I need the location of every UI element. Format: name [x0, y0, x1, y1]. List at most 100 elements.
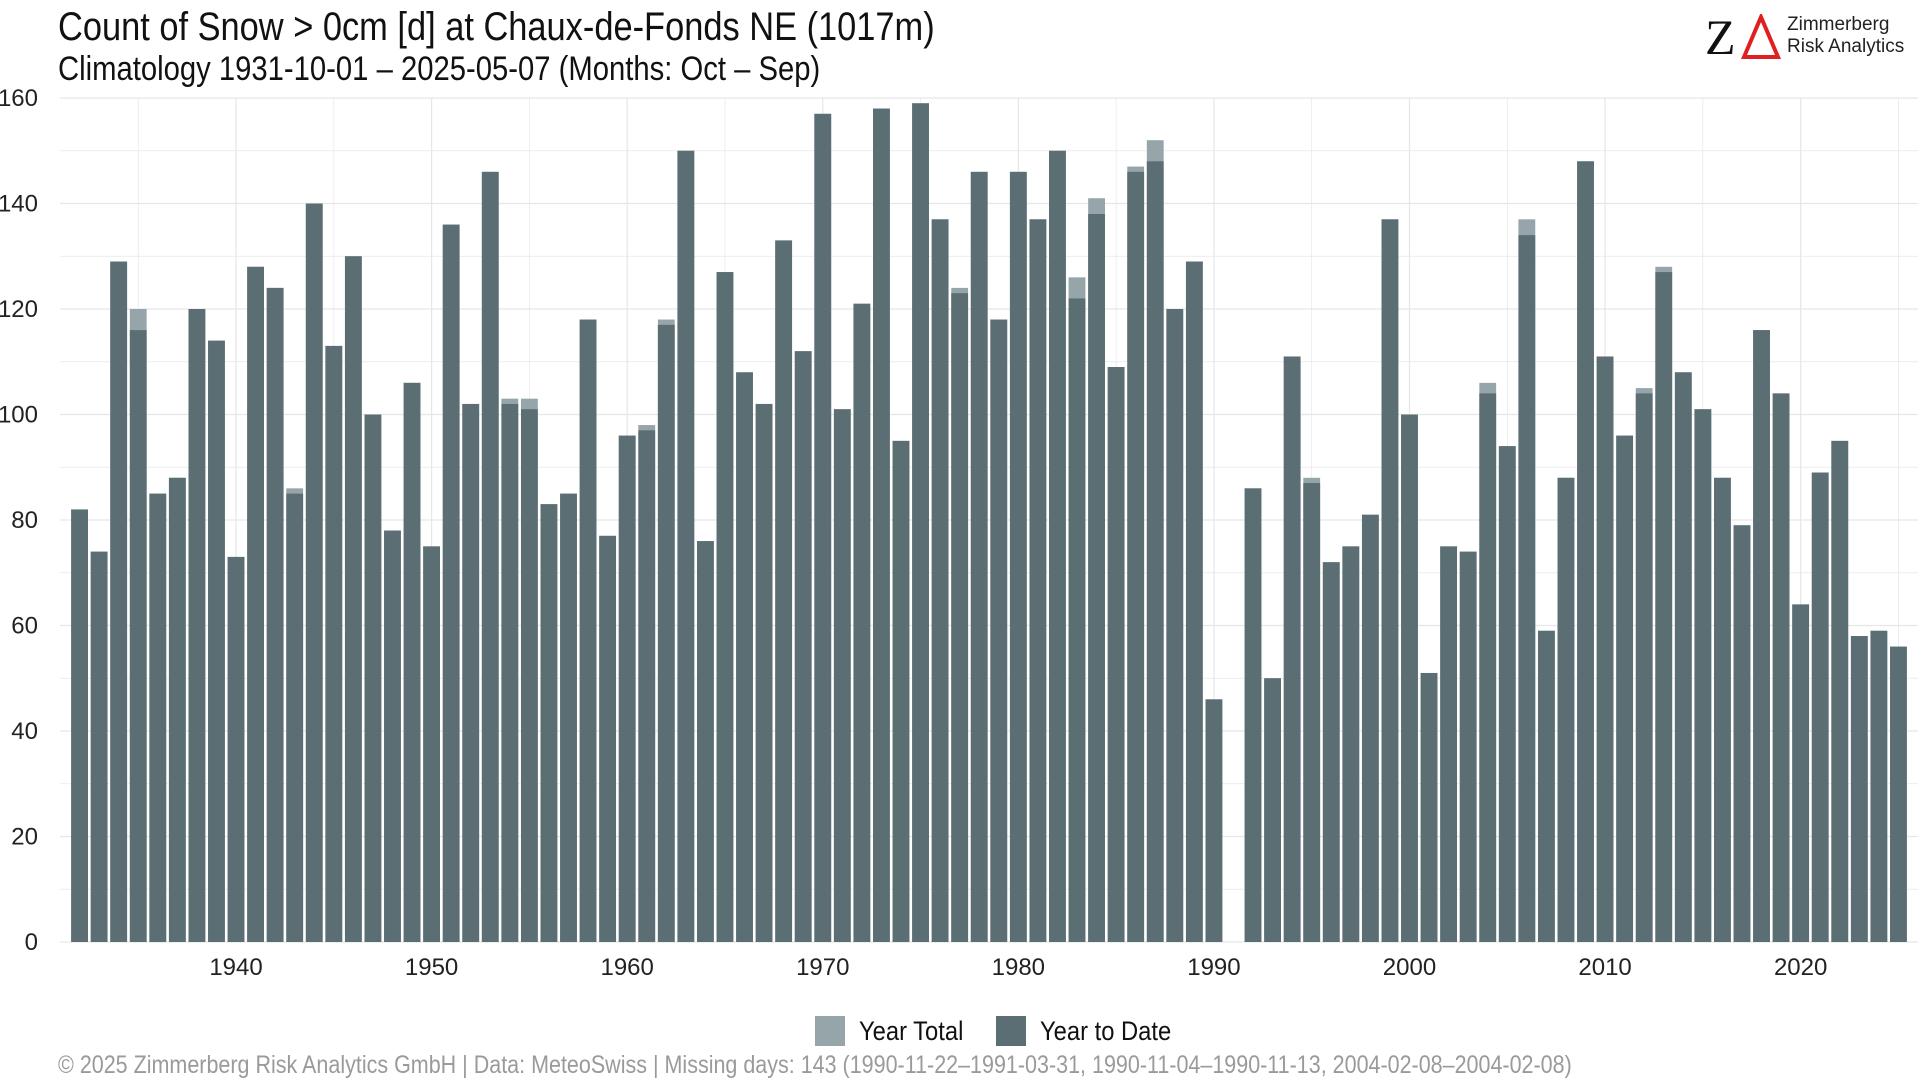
axis-layer: 0 20 40 60 80 100 120 140 160 1940 1950 1960 1970 198… [0, 85, 1827, 981]
bar-year-to-date [814, 113, 832, 942]
bar-year-to-date [344, 256, 362, 942]
bar-year-to-date [1029, 219, 1047, 942]
bars-layer [71, 103, 1907, 943]
bar-year-to-date [716, 272, 734, 943]
y-tick-label: 60 [11, 613, 38, 640]
bar-year-to-date [1890, 646, 1907, 942]
bar-year-to-date [129, 330, 147, 943]
bar-year-to-date [990, 319, 1008, 942]
y-tick-label: 80 [11, 507, 38, 534]
bar-year-to-date [736, 372, 753, 942]
legend-item-year-to-date: Year to Date [995, 1016, 1189, 1047]
x-tick-label: 2020 [1774, 954, 1827, 981]
chart-subtitle: Climatology 1931-10-01 – 2025-05-07 (Mon… [58, 50, 821, 88]
bar-year-to-date [1166, 309, 1184, 942]
bar-year-to-date [1361, 514, 1379, 942]
bar-year-to-date [833, 409, 851, 943]
chart-caption: © 2025 Zimmerberg Risk Analytics GmbH | … [58, 1051, 1572, 1079]
bar-year-to-date [1674, 372, 1692, 942]
bar-year-to-date [110, 261, 128, 942]
bar-year-to-date [1635, 393, 1653, 942]
bar-year-to-date [931, 219, 949, 942]
bar-year-to-date [540, 504, 558, 942]
bar-chart: 0 20 40 60 80 100 120 140 160 1940 1950 1960 1970 198… [0, 85, 1918, 981]
brand-name-line1: Zimmerberg [1787, 14, 1890, 35]
bar-year-to-date [1733, 525, 1751, 942]
bar-year-to-date [1088, 214, 1105, 943]
bar-year-to-date [697, 541, 714, 942]
bar-year-to-date [1577, 161, 1594, 943]
bar-year-to-date [423, 546, 441, 943]
bar-year-to-date [1498, 446, 1516, 942]
brand-mark-z: Z [1705, 9, 1736, 65]
bar-year-to-date [286, 493, 304, 943]
bar-year-to-date [1616, 435, 1634, 942]
y-tick-label: 140 [0, 191, 38, 218]
brand-name-line2: Risk Analytics [1787, 36, 1905, 57]
brand-logo: Z Zimmerberg Risk Analytics [1705, 12, 1905, 62]
bar-year-to-date [579, 319, 597, 942]
bar-year-to-date [1596, 356, 1614, 943]
bar-year-to-date [364, 414, 382, 942]
bar-year-to-date [1401, 414, 1418, 942]
bar-year-to-date [71, 509, 88, 942]
bar-year-to-date [1518, 235, 1536, 942]
bar-year-to-date [618, 435, 636, 942]
y-tick-label: 100 [0, 402, 38, 429]
bar-year-to-date [794, 351, 812, 942]
bar-year-to-date [1303, 483, 1321, 942]
bar-year-to-date [1792, 604, 1810, 942]
bar-year-to-date [755, 403, 773, 942]
bar-year-to-date [853, 303, 871, 943]
bar-year-to-date [1322, 562, 1340, 942]
x-tick-label: 1940 [209, 954, 262, 981]
bar-year-to-date [775, 240, 793, 943]
bar-year-to-date [1283, 356, 1301, 943]
x-tick-label: 1970 [796, 954, 849, 981]
bar-year-to-date [1694, 409, 1712, 943]
bar-year-to-date [266, 287, 284, 942]
x-tick-label: 2000 [1383, 954, 1436, 981]
bar-year-to-date [1557, 477, 1575, 942]
bar-year-to-date [1420, 672, 1438, 942]
y-tick-label: 160 [0, 85, 38, 112]
bar-year-to-date [520, 409, 538, 943]
brand-name: Zimmerberg Risk Analytics [1787, 14, 1904, 58]
bar-year-to-date [1049, 150, 1066, 942]
legend-swatch-year-total [815, 1016, 845, 1046]
bar-year-to-date [481, 171, 499, 943]
bar-year-to-date [1107, 367, 1125, 942]
y-tick-label: 120 [0, 296, 38, 323]
legend: Year Total Year to Date [815, 1016, 1207, 1046]
bar-year-to-date [442, 224, 460, 943]
bar-year-to-date [1479, 393, 1497, 942]
y-tick-label: 20 [11, 824, 38, 851]
bar-year-to-date [403, 382, 421, 943]
y-tick-label: 40 [11, 718, 38, 745]
x-tick-label: 1950 [405, 954, 458, 981]
bar-year-to-date [1381, 219, 1399, 942]
bar-year-to-date [90, 551, 108, 942]
delta-triangle-icon [1741, 14, 1781, 59]
bar-year-to-date [970, 171, 988, 943]
legend-item-year-total: Year Total [815, 1016, 978, 1047]
y-tick-label: 0 [25, 929, 38, 956]
bar-year-to-date [1714, 477, 1731, 942]
legend-swatch-year-to-date [995, 1016, 1026, 1046]
bar-year-to-date [168, 477, 186, 942]
bar-year-to-date [325, 345, 343, 942]
x-tick-label: 1960 [600, 954, 653, 981]
bar-year-to-date [1753, 330, 1770, 943]
chart-title: Count of Snow > 0cm [d] at Chaux-de-Fond… [58, 5, 935, 49]
bar-year-to-date [1127, 171, 1145, 943]
bar-year-to-date [1440, 546, 1458, 943]
x-tick-label: 2010 [1578, 954, 1631, 981]
bar-year-to-date [560, 493, 577, 943]
legend-label-year-total: Year Total [859, 1015, 964, 1046]
bar-year-to-date [638, 430, 656, 942]
bar-year-to-date [501, 403, 519, 942]
bar-year-to-date [188, 309, 206, 942]
bar-year-to-date [149, 493, 167, 943]
x-tick-label: 1980 [992, 954, 1045, 981]
bar-year-to-date [1205, 699, 1223, 942]
